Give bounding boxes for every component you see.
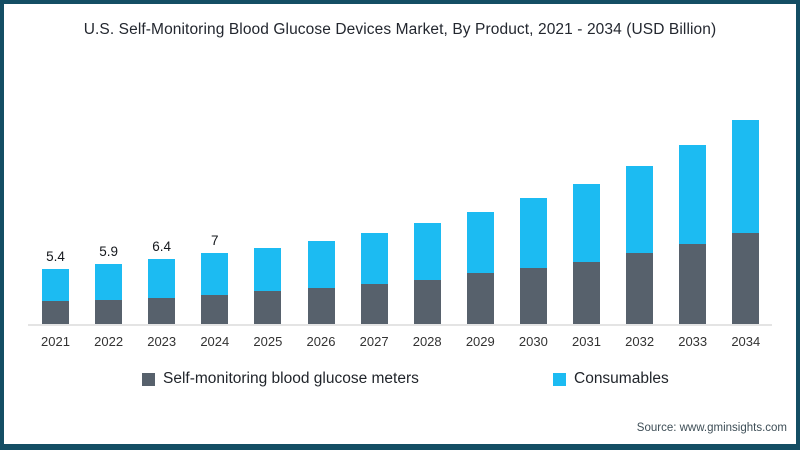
- bar-value-label: 6.4: [152, 239, 172, 255]
- bar-segment-meters: [42, 300, 69, 324]
- bar-segment-meters: [95, 299, 123, 324]
- bar-segment-consumables: [148, 259, 176, 298]
- bar-group-2031: [573, 183, 600, 324]
- bar-group-2032: [626, 166, 654, 324]
- bar-segment-consumables: [42, 269, 69, 301]
- x-tick-label: 2033: [678, 334, 708, 349]
- bar-segment-meters: [201, 294, 229, 324]
- bar-segment-meters: [732, 233, 760, 324]
- bar-group-2027: [360, 233, 388, 324]
- bar-group-2021: [42, 269, 69, 324]
- bar-segment-meters: [679, 244, 707, 324]
- bar-group-2030: [519, 197, 547, 324]
- bar-segment-meters: [519, 268, 547, 324]
- bar-segment-consumables: [519, 197, 547, 269]
- bar-segment-consumables: [360, 233, 388, 284]
- bar-chart-plot: 5.4 2021 5.9 2022 6.4 2023 7 2024 2025 2026 2027 20…: [4, 4, 796, 444]
- x-tick-label: 2034: [731, 334, 761, 349]
- bar-segment-consumables: [201, 253, 229, 295]
- bar-value-label: 7: [211, 233, 219, 249]
- x-tick-label: 2025: [253, 334, 283, 349]
- legend-item-meters: Self-monitoring blood glucose meters: [142, 370, 419, 388]
- x-tick-label: 2024: [200, 334, 230, 349]
- source-attribution: Source: www.gminsights.com: [636, 422, 787, 434]
- bar-group-2025: [254, 248, 282, 324]
- bar-segment-meters: [148, 297, 176, 324]
- bar-segment-meters: [413, 279, 441, 324]
- bar-segment-meters: [466, 273, 494, 324]
- bar-segment-consumables: [466, 211, 494, 274]
- x-axis-line: [28, 324, 772, 326]
- x-tick-label: 2029: [465, 334, 495, 349]
- bar-group-2034: [732, 119, 760, 324]
- x-tick-label: 2021: [41, 334, 70, 349]
- bar-value-label: 5.4: [46, 249, 65, 265]
- bar-segment-consumables: [95, 264, 123, 300]
- x-tick-label: 2030: [518, 334, 548, 349]
- bar-segment-consumables: [732, 119, 760, 234]
- bar-segment-consumables: [573, 183, 600, 263]
- legend-item-consumables: Consumables: [553, 370, 669, 388]
- x-tick-label: 2026: [306, 334, 336, 349]
- bar-group-2033: [679, 145, 707, 324]
- bar-group-2026: [307, 241, 335, 324]
- bar-group-2023: [148, 259, 176, 324]
- bar-segment-consumables: [679, 145, 707, 245]
- x-tick-label: 2027: [359, 334, 389, 349]
- bar-value-label: 5.9: [99, 244, 118, 260]
- bar-segment-meters: [254, 290, 282, 324]
- bar-group-2028: [413, 223, 441, 324]
- legend-label-consumables: Consumables: [574, 370, 669, 387]
- x-tick-label: 2023: [147, 334, 177, 349]
- legend-label-meters: Self-monitoring blood glucose meters: [163, 370, 419, 387]
- bar-segment-consumables: [413, 223, 441, 280]
- legend-marker-consumables: [553, 372, 566, 386]
- x-tick-label: 2022: [94, 334, 124, 349]
- bar-segment-meters: [307, 287, 335, 324]
- bar-segment-consumables: [254, 248, 282, 291]
- bar-group-2024: [201, 253, 229, 324]
- bar-group-2022: [95, 264, 123, 324]
- bar-segment-consumables: [307, 241, 335, 288]
- bar-segment-meters: [626, 253, 654, 324]
- x-tick-label: 2032: [625, 334, 655, 349]
- legend-marker-meters: [142, 372, 155, 386]
- chart-title: U.S. Self-Monitoring Blood Glucose Devic…: [83, 21, 717, 38]
- bar-segment-meters: [573, 262, 600, 324]
- bar-segment-meters: [360, 283, 388, 324]
- bar-segment-consumables: [626, 166, 654, 254]
- x-tick-label: 2028: [412, 334, 442, 349]
- x-tick-label: 2031: [572, 334, 601, 349]
- bar-group-2029: [466, 211, 494, 324]
